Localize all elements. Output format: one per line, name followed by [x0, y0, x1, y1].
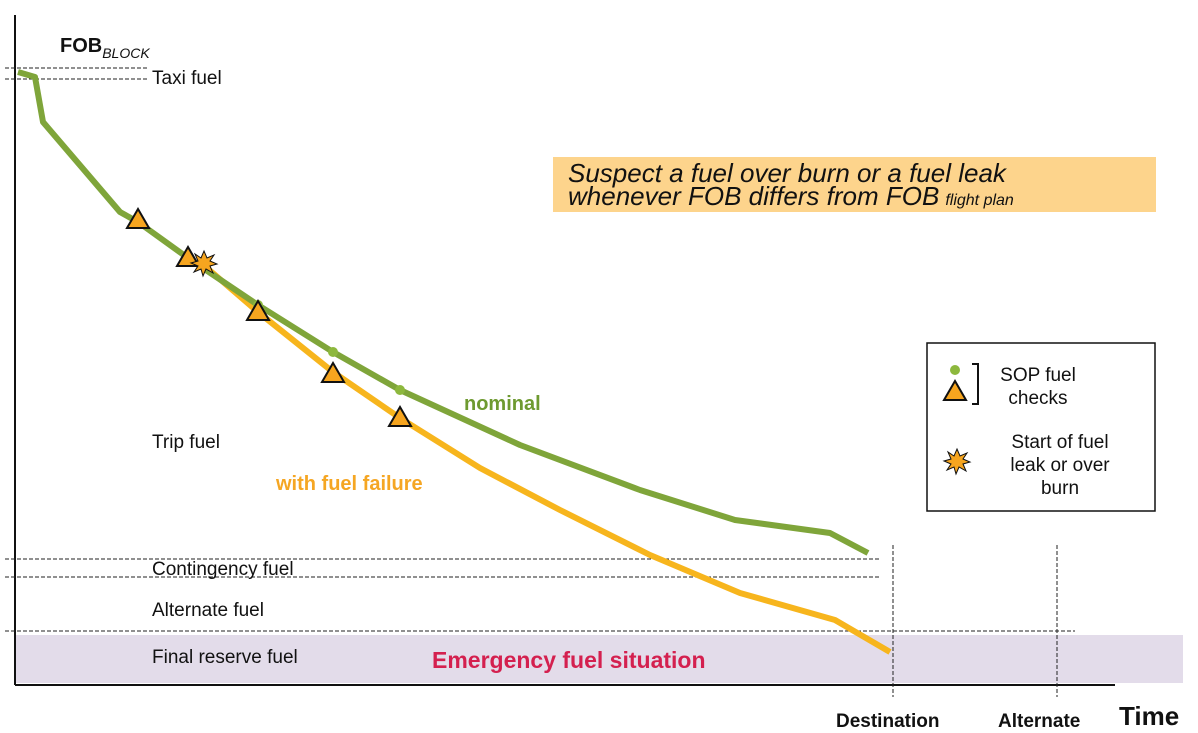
fob-label: FOBBLOCK — [60, 35, 150, 61]
alternate-x-label: Alternate — [998, 711, 1080, 732]
legend-star — [942, 447, 972, 476]
callout-sub: flight plan — [945, 192, 1014, 209]
legend-dot — [950, 365, 960, 375]
contingency-label: Contingency fuel — [152, 559, 294, 580]
emergency-band — [15, 635, 1183, 683]
legend-text: burn — [1041, 478, 1079, 499]
legend-text: SOP fuel — [1000, 365, 1076, 386]
leak-star — [189, 249, 219, 278]
nominal-curve — [17, 69, 870, 556]
legend-bracket — [972, 363, 979, 405]
callout-box — [553, 157, 1156, 212]
callout-text: whenever FOB differs from FOB — [568, 181, 939, 211]
legend-text: Start of fuel — [1011, 432, 1108, 453]
taxi-label: Taxi fuel — [152, 68, 222, 89]
failure-curve — [198, 259, 892, 655]
reserve-label: Final reserve fuel — [152, 647, 298, 668]
emergency-label: Emergency fuel situation — [432, 647, 706, 673]
check-triangles — [125, 207, 413, 427]
callout-line: whenever FOB differs from FOB flight plan — [568, 181, 1014, 211]
legend-triangle — [942, 379, 968, 401]
trip-label: Trip fuel — [152, 432, 220, 453]
nominal-label: nominal — [464, 393, 541, 415]
failure-label: with fuel failure — [275, 473, 423, 495]
destination-label: Destination — [836, 711, 939, 732]
legend-box — [926, 342, 1156, 512]
fob-sub: BLOCK — [102, 45, 150, 61]
fob-text: FOB — [60, 35, 102, 57]
callout-line: Suspect a fuel over burn or a fuel leak — [568, 158, 1008, 188]
legend-text: checks — [1008, 388, 1067, 409]
legend-text: leak or over — [1010, 455, 1110, 476]
alternate-label: Alternate fuel — [152, 600, 264, 621]
time-label: Time — [1119, 701, 1179, 731]
